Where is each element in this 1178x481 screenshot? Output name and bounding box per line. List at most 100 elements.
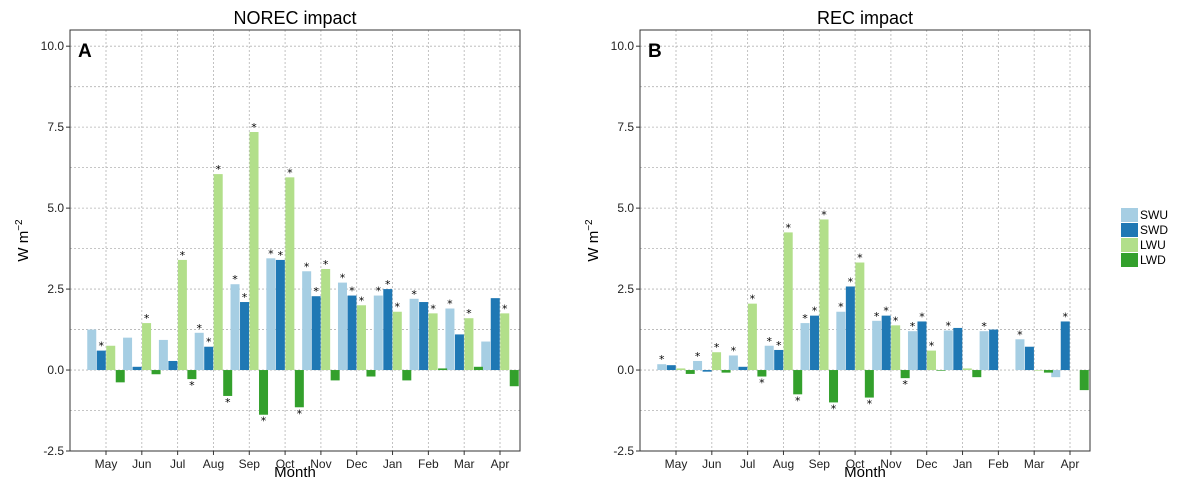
bar-swd-nov [311,296,321,371]
bar-swd-aug [204,346,214,371]
bar-lwu-nov [891,325,901,371]
significance-marker: * [695,350,701,363]
y-tick-label: 10.0 [41,39,65,53]
bar-swd-dec [347,295,357,371]
x-tick-label: Dec [346,457,367,471]
bar-swu-aug [194,332,204,371]
bar-swd-mar [1024,346,1034,371]
x-tick-label: Dec [916,457,937,471]
y-tick-label: -2.5 [613,444,634,458]
bar-lwu-may [676,368,686,371]
bar-swd-may [666,365,676,371]
significance-marker: * [831,402,837,415]
x-tick-label: Nov [880,457,901,471]
significance-marker: * [340,272,346,285]
significance-marker: * [785,221,791,234]
significance-marker: * [313,285,319,298]
panel-letter: B [648,41,662,62]
bar-lwu-dec [926,350,936,371]
x-tick-label: May [665,457,688,471]
y-tick-label: -2.5 [43,444,64,458]
bar-lwu-mar [464,318,474,371]
bar-lwu-mar [1034,370,1044,371]
bar-swd-oct [275,259,285,371]
y-tick-label: 2.5 [617,282,634,296]
bar-lwd-nov [330,370,340,381]
legend-swatch-lwu [1121,238,1138,252]
x-tick-label: Mar [454,457,475,471]
y-tick-label: 0.0 [617,363,634,377]
panel-a: NOREC impact****** *** **** * ******** * * * ***… [14,8,521,481]
bar-lwu-aug [783,232,793,371]
x-tick-label: Feb [418,457,439,471]
y-tick-label: 5.0 [617,201,634,215]
bar-swu-dec [337,282,347,371]
legend-swatch-swu [1121,208,1138,222]
significance-marker: * [874,310,880,323]
significance-marker: * [411,288,417,301]
significance-marker: * [750,293,756,306]
legend-label-lwd: LWD [1140,253,1166,267]
bar-swu-jan [943,330,953,371]
x-tick-label: Nov [310,457,331,471]
x-tick-label: Oct [846,457,865,471]
bar-swu-oct [836,311,846,371]
x-tick-label: Oct [276,457,295,471]
bar-lwd-sep [259,370,269,415]
bar-lwd-oct [864,370,874,398]
x-tick-label: Sep [239,457,261,471]
significance-marker: * [1017,328,1023,341]
bar-lwd-nov [900,370,910,379]
bar-swd-jul [738,366,748,371]
plot-frame [69,29,521,452]
chart-title: NOREC impact [233,8,356,28]
x-tick-label: May [95,457,118,471]
y-tick-label: 10.0 [611,39,635,53]
bar-lwu-jul [177,259,187,371]
bar-lwu-feb [428,313,438,371]
significance-marker: * [946,320,952,333]
bar-swd-apr [490,298,500,371]
bar-lwd-dec [936,370,946,371]
bars: ****** *** **** * ******** * * * ***** [87,121,519,428]
bar-lwu-may [106,345,116,371]
x-tick-label: Jan [383,457,402,471]
significance-marker: * [812,305,818,318]
legend-label-swu: SWU [1140,208,1168,222]
bar-swu-sep [230,284,240,371]
x-tick-label: Mar [1024,457,1045,471]
bar-lwd-feb [438,368,448,371]
bar-swd-aug [774,349,784,371]
x-tick-label: Jun [132,457,151,471]
bars: * * ****** * ****** * *********** ** [657,208,1089,415]
bar-lwu-sep [819,219,829,371]
significance-marker: * [251,121,257,134]
significance-marker: * [759,377,765,390]
y-tick-label: 0.0 [47,363,64,377]
significance-marker: * [297,407,303,420]
significance-marker: * [215,163,221,176]
significance-marker: * [659,353,665,366]
y-axis-label: W m−2 [14,219,32,262]
x-tick-label: Apr [491,457,510,471]
bar-lwu-sep [249,132,259,371]
x-axis: May Jun Jul Aug Sep Oct Nov Dec Jan Feb Mar Apr [665,451,1079,471]
significance-marker: * [287,166,293,179]
significance-marker: * [359,294,365,307]
bar-swd-feb [419,302,429,371]
bar-swu-mar [445,308,455,371]
bar-lwd-jan [402,370,412,381]
y-tick-label: 2.5 [47,282,64,296]
significance-marker: * [144,312,150,325]
bar-lwd-mar [473,366,483,371]
panel-letter: A [78,41,92,62]
significance-marker: * [838,301,844,314]
bar-lwd-jul [187,370,197,380]
significance-marker: * [189,379,195,392]
legend-swatch-lwd [1121,253,1138,267]
x-tick-label: Jun [702,457,721,471]
significance-marker: * [867,398,873,411]
bar-lwd-oct [294,370,304,408]
significance-marker: * [502,302,508,315]
